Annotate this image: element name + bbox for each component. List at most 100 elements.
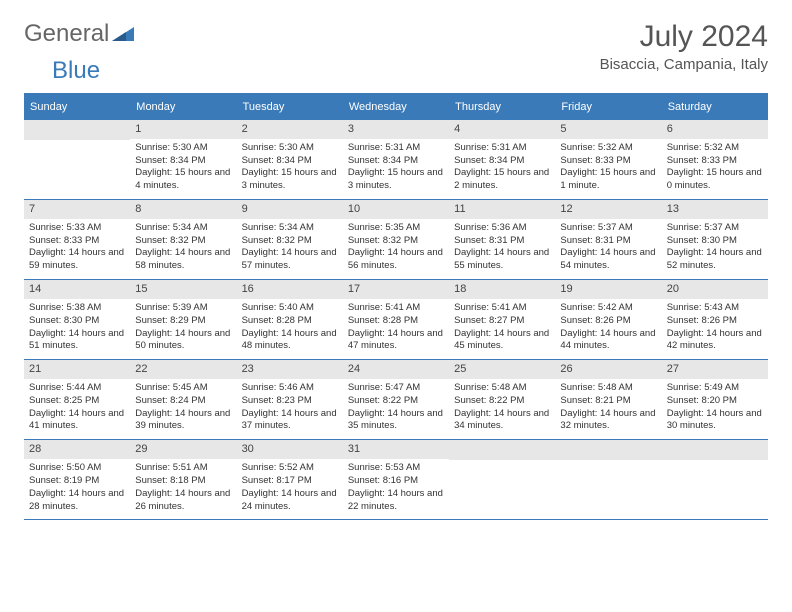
calendar-cell: 12 Sunrise: 5:37 AMSunset: 8:31 PMDayligh… [555, 200, 661, 280]
calendar-cell: 28Sunrise: 5:50 AMSunset: 8:19 PMDayligh… [24, 440, 130, 520]
calendar-cell: 25 Sunrise: 5:48 AMSunset: 8:22 PMDayligh… [449, 360, 555, 440]
calendar-cell: 2 Sunrise: 5:30 AMSunset: 8:34 PMDaylight… [237, 120, 343, 200]
day-number: 5 [555, 120, 661, 139]
calendar-cell: 4 Sunrise: 5:31 AMSunset: 8:34 PMDaylight… [449, 120, 555, 200]
cell-details: Sunrise: 5:40 AMSunset: 8:28 PMDaylight:… [242, 302, 338, 353]
calendar-grid: SundayMondayTuesdayWednesdayThursdayFrid… [24, 93, 768, 520]
calendar-cell: 24Sunrise: 5:47 AMSunset: 8:22 PMDayligh… [343, 360, 449, 440]
day-number: 29 [130, 440, 236, 459]
calendar-cell: 19 Sunrise: 5:42 AMSunset: 8:26 PMDayligh… [555, 280, 661, 360]
day-number: 31 [343, 440, 449, 459]
day-number: 15 [130, 280, 236, 299]
day-header: Thursday [449, 95, 555, 120]
day-header: Tuesday [237, 95, 343, 120]
calendar-cell: 17Sunrise: 5:41 AMSunset: 8:28 PMDayligh… [343, 280, 449, 360]
page-subtitle: Bisaccia, Campania, Italy [600, 56, 768, 73]
logo: General [24, 20, 136, 48]
day-number: 28 [24, 440, 130, 459]
calendar-cell: 22Sunrise: 5:45 AMSunset: 8:24 PMDayligh… [130, 360, 236, 440]
calendar-cell: 6 Sunrise: 5:32 AMSunset: 8:33 PMDaylight… [662, 120, 768, 200]
page-title: July 2024 [600, 20, 768, 54]
day-number: 26 [555, 360, 661, 379]
calendar-cell: 9Sunrise: 5:34 AMSunset: 8:32 PMDaylight… [237, 200, 343, 280]
day-number: 14 [24, 280, 130, 299]
day-header: Friday [555, 95, 661, 120]
cell-details: Sunrise: 5:37 AMSunset: 8:31 PMDaylight:… [560, 222, 656, 273]
cell-details: Sunrise: 5:37 AMSunset: 8:30 PMDaylight:… [667, 222, 763, 273]
day-number: 25 [449, 360, 555, 379]
calendar-cell: 26 Sunrise: 5:48 AMSunset: 8:21 PMDayligh… [555, 360, 661, 440]
logo-text-general: General [24, 20, 109, 48]
day-number: 10 [343, 200, 449, 219]
calendar-cell: 16 Sunrise: 5:40 AMSunset: 8:28 PMDayligh… [237, 280, 343, 360]
cell-details: Sunrise: 5:48 AMSunset: 8:22 PMDaylight:… [454, 382, 550, 433]
cell-details: Sunrise: 5:36 AMSunset: 8:31 PMDaylight:… [454, 222, 550, 273]
day-number: 23 [237, 360, 343, 379]
cell-details: Sunrise: 5:53 AMSunset: 8:16 PMDaylight:… [348, 462, 444, 513]
title-block: July 2024 Bisaccia, Campania, Italy [600, 20, 768, 73]
day-number: 13 [662, 200, 768, 219]
day-number [555, 440, 661, 460]
day-number: 21 [24, 360, 130, 379]
cell-details: Sunrise: 5:31 AMSunset: 8:34 PMDaylight:… [454, 142, 550, 193]
calendar-cell: 11 Sunrise: 5:36 AMSunset: 8:31 PMDayligh… [449, 200, 555, 280]
cell-details: Sunrise: 5:39 AMSunset: 8:29 PMDaylight:… [135, 302, 231, 353]
logo-text-blue: Blue [52, 57, 100, 84]
cell-details: Sunrise: 5:41 AMSunset: 8:28 PMDaylight:… [348, 302, 444, 353]
calendar-cell: 15 Sunrise: 5:39 AMSunset: 8:29 PMDayligh… [130, 280, 236, 360]
day-number: 20 [662, 280, 768, 299]
cell-details: Sunrise: 5:31 AMSunset: 8:34 PMDaylight:… [348, 142, 444, 193]
cell-details: Sunrise: 5:44 AMSunset: 8:25 PMDaylight:… [29, 382, 125, 433]
day-number: 4 [449, 120, 555, 139]
cell-details: Sunrise: 5:32 AMSunset: 8:33 PMDaylight:… [667, 142, 763, 193]
cell-details: Sunrise: 5:48 AMSunset: 8:21 PMDaylight:… [560, 382, 656, 433]
calendar-cell: 18 Sunrise: 5:41 AMSunset: 8:27 PMDayligh… [449, 280, 555, 360]
cell-details: Sunrise: 5:35 AMSunset: 8:32 PMDaylight:… [348, 222, 444, 273]
calendar-cell: 3 Sunrise: 5:31 AMSunset: 8:34 PMDaylight… [343, 120, 449, 200]
calendar-cell [24, 120, 130, 200]
logo-triangle-icon [112, 20, 134, 48]
day-number: 22 [130, 360, 236, 379]
day-number: 18 [449, 280, 555, 299]
calendar-cell: 7Sunrise: 5:33 AMSunset: 8:33 PMDaylight… [24, 200, 130, 280]
calendar-cell: 31 Sunrise: 5:53 AMSunset: 8:16 PMDayligh… [343, 440, 449, 520]
calendar-cell: 13 Sunrise: 5:37 AMSunset: 8:30 PMDayligh… [662, 200, 768, 280]
calendar-cell [555, 440, 661, 520]
day-number: 2 [237, 120, 343, 139]
cell-details: Sunrise: 5:30 AMSunset: 8:34 PMDaylight:… [242, 142, 338, 193]
calendar-cell [662, 440, 768, 520]
day-number: 3 [343, 120, 449, 139]
cell-details: Sunrise: 5:41 AMSunset: 8:27 PMDaylight:… [454, 302, 550, 353]
cell-details: Sunrise: 5:38 AMSunset: 8:30 PMDaylight:… [29, 302, 125, 353]
calendar-cell [449, 440, 555, 520]
cell-details: Sunrise: 5:47 AMSunset: 8:22 PMDaylight:… [348, 382, 444, 433]
day-header: Monday [130, 95, 236, 120]
calendar-cell: 8Sunrise: 5:34 AMSunset: 8:32 PMDaylight… [130, 200, 236, 280]
cell-details: Sunrise: 5:32 AMSunset: 8:33 PMDaylight:… [560, 142, 656, 193]
cell-details: Sunrise: 5:42 AMSunset: 8:26 PMDaylight:… [560, 302, 656, 353]
day-number: 7 [24, 200, 130, 219]
cell-details: Sunrise: 5:30 AMSunset: 8:34 PMDaylight:… [135, 142, 231, 193]
day-number: 9 [237, 200, 343, 219]
calendar-cell: 30Sunrise: 5:52 AMSunset: 8:17 PMDayligh… [237, 440, 343, 520]
calendar-cell: 10 Sunrise: 5:35 AMSunset: 8:32 PMDayligh… [343, 200, 449, 280]
day-number [24, 120, 130, 140]
day-number: 19 [555, 280, 661, 299]
calendar-cell: 1 Sunrise: 5:30 AMSunset: 8:34 PMDaylight… [130, 120, 236, 200]
day-number [662, 440, 768, 460]
day-number: 11 [449, 200, 555, 219]
day-number: 1 [130, 120, 236, 139]
cell-details: Sunrise: 5:51 AMSunset: 8:18 PMDaylight:… [135, 462, 231, 513]
cell-details: Sunrise: 5:49 AMSunset: 8:20 PMDaylight:… [667, 382, 763, 433]
cell-details: Sunrise: 5:34 AMSunset: 8:32 PMDaylight:… [135, 222, 231, 273]
day-number: 16 [237, 280, 343, 299]
day-number: 27 [662, 360, 768, 379]
day-number [449, 440, 555, 460]
calendar-cell: 29 Sunrise: 5:51 AMSunset: 8:18 PMDayligh… [130, 440, 236, 520]
day-header: Sunday [24, 95, 130, 120]
day-number: 6 [662, 120, 768, 139]
calendar-cell: 5 Sunrise: 5:32 AMSunset: 8:33 PMDaylight… [555, 120, 661, 200]
cell-details: Sunrise: 5:52 AMSunset: 8:17 PMDaylight:… [242, 462, 338, 513]
calendar-cell: 20Sunrise: 5:43 AMSunset: 8:26 PMDayligh… [662, 280, 768, 360]
day-number: 12 [555, 200, 661, 219]
